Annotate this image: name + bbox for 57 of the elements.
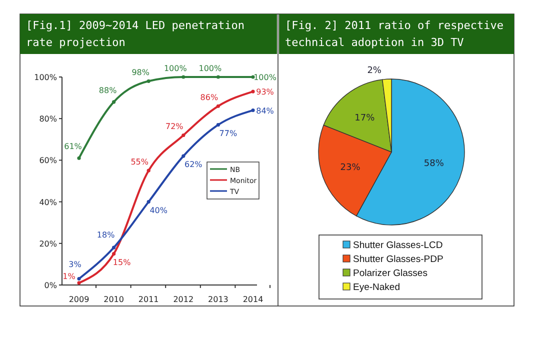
data-label: 100%	[164, 64, 188, 73]
point	[112, 100, 116, 104]
chart-title: [Fig. 2] 2011 ratio of respective technical adoption in 3D TV	[285, 19, 504, 49]
data-label: 3%	[68, 260, 82, 269]
legend-label: Polarizer Glasses	[353, 268, 428, 279]
point	[146, 200, 150, 204]
x-tick-label: 2009	[68, 295, 90, 304]
point	[182, 75, 186, 79]
point	[77, 276, 81, 281]
data-label: 17%	[354, 113, 376, 124]
legend-label: Shutter Glasses-PDP	[353, 254, 444, 265]
data-label: 86%	[200, 93, 218, 102]
x-tick-label: 2010	[104, 295, 124, 304]
y-tick-label: 40%	[39, 198, 58, 207]
y-tick-label: 60%	[39, 156, 58, 166]
data-label: 58%	[424, 158, 444, 169]
data-label: 100%	[254, 73, 277, 82]
data-label: 100%	[198, 64, 222, 73]
y-tick-label: 0%	[44, 281, 58, 290]
chart-title: [Fig.1] 2009~2014 LED penetration rate projection	[26, 19, 245, 49]
data-label: 98%	[132, 68, 150, 78]
data-label: 72%	[166, 122, 184, 132]
data-label: 55%	[130, 158, 149, 167]
data-label: 61%	[64, 142, 82, 152]
data-label: 40%	[150, 206, 168, 215]
point	[112, 252, 116, 256]
x-tick-label: 2013	[208, 295, 228, 304]
data-label: 62%	[184, 160, 203, 170]
point	[112, 246, 116, 250]
data-label: 2%	[367, 66, 382, 76]
point	[216, 75, 220, 79]
y-tick-label: 20%	[39, 239, 58, 248]
point	[251, 90, 255, 94]
data-label: 15%	[112, 258, 132, 267]
x-tick-label: 2012	[173, 295, 194, 304]
data-label: 84%	[256, 106, 274, 116]
point	[216, 123, 220, 127]
x-tick-label: 2014	[242, 295, 264, 304]
point	[146, 168, 150, 172]
data-label: 93%	[256, 88, 274, 97]
data-label: 77%	[219, 128, 238, 138]
point	[216, 104, 220, 108]
x-tick-label: 2011	[138, 295, 159, 304]
point	[182, 154, 186, 158]
y-tick-label: 80%	[39, 114, 58, 124]
data-label: 88%	[98, 86, 118, 95]
point	[251, 108, 255, 112]
legend-label: Eye-Naked	[353, 282, 400, 293]
point	[77, 156, 81, 160]
data-label: 18%	[96, 230, 116, 240]
data-label: 23%	[340, 162, 361, 173]
point	[77, 281, 81, 285]
point	[146, 79, 150, 83]
legend-label: Shutter Glasses-LCD	[353, 240, 443, 251]
point	[182, 133, 186, 138]
y-tick-label: 100%	[34, 73, 58, 82]
data-label: 1%	[62, 272, 76, 281]
